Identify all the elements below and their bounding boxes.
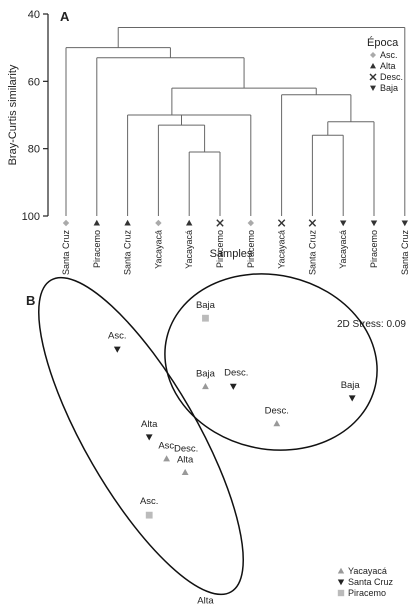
leaf-marker [124, 219, 131, 226]
dendrogram-panel: A 40 60 80 100 Bray-Curtis similarity Santa… [7, 9, 410, 275]
y-tick-label: 40 [28, 9, 40, 21]
nmds-point [145, 511, 153, 519]
legend-label: Desc. [380, 72, 403, 82]
nmds-legend-marker [337, 579, 345, 586]
leaf-label: Yacayacá [184, 230, 194, 269]
nmds-point-label: Alta [197, 596, 214, 607]
leaf-label: Piracemo [369, 230, 379, 268]
nmds-point-label: Desc. [265, 406, 289, 417]
nmds-point-label: Asc. [108, 330, 126, 341]
dendrogram-y-axis-title: Bray-Curtis similarity [7, 64, 19, 165]
nmds-legend-marker [337, 567, 345, 574]
leaf-label: Santa Cruz [61, 230, 71, 276]
group-ellipse-right [164, 273, 378, 451]
panel-label-b: B [26, 293, 35, 308]
leaf-marker [186, 219, 193, 226]
nmds-point [348, 395, 356, 402]
nmds-point [181, 468, 189, 475]
nmds-legend-label: Yacayacá [348, 566, 387, 576]
legend-marker [370, 63, 376, 69]
legend-marker [370, 85, 376, 91]
leaf-label: Santa Cruz [400, 230, 410, 276]
dendrogram-tree [65, 26, 406, 216]
dendrogram-x-axis-title: Samples [210, 248, 253, 260]
dendrogram-y-axis: 40 60 80 100 [22, 9, 49, 223]
nmds-point [202, 383, 209, 390]
nmds-point [145, 434, 153, 441]
nmds-point-label: Baja [341, 380, 361, 391]
leaf-marker [277, 219, 286, 227]
leaf-marker [401, 220, 408, 227]
nmds-point-label: Alta [177, 454, 194, 465]
nmds-point-label: Alta [141, 419, 158, 430]
leaf-label: Yacayacá [153, 230, 163, 269]
nmds-point-label: Baja [196, 368, 216, 379]
group-ellipses [38, 273, 378, 596]
nmds-point-label: Asc. [158, 441, 176, 452]
leaf-marker [62, 219, 70, 227]
group-ellipse-left [38, 276, 244, 596]
leaf-label: Santa Cruz [123, 230, 133, 276]
leaf-marker [216, 219, 224, 227]
leaf-marker [93, 219, 100, 226]
nmds-legend-label: Santa Cruz [348, 577, 394, 587]
legend-marker [369, 73, 377, 81]
stress-value: 2D Stress: 0.09 [337, 319, 406, 330]
y-tick-label: 80 [28, 144, 40, 156]
nmds-point-label: Desc. [174, 443, 198, 454]
leaf-label: Yacayacá [277, 230, 287, 269]
nmds-point [229, 383, 237, 390]
nmds-point [163, 455, 170, 462]
leaf-marker [340, 220, 347, 227]
leaf-label: Piracemo [92, 230, 102, 268]
leaf-marker [155, 219, 162, 227]
leaf-label: Piracemo [246, 230, 256, 268]
leaf-marker [247, 219, 254, 227]
nmds-legend-label: Piracemo [348, 588, 386, 598]
leaf-label: Santa Cruz [307, 230, 317, 276]
nmds-point-label: Asc. [140, 496, 158, 507]
nmds-panel: B 2D Stress: 0.09 Baja Asc. Baja Desc. Baja D… [26, 273, 406, 607]
nmds-point [273, 420, 281, 427]
leaf-label: Piracemo [215, 230, 225, 268]
legend-label: Baja [380, 83, 398, 93]
legend-label: Alta [380, 61, 396, 71]
legend-marker [370, 52, 376, 58]
leaf-marker [308, 219, 317, 227]
nmds-point-label: Baja [196, 300, 216, 311]
dendrogram-leaves: Santa Cruz Piracemo Santa Cruz Yacayacá Yaca… [61, 219, 410, 276]
y-tick-label: 60 [28, 76, 40, 88]
nmds-point [202, 314, 209, 322]
y-tick-label: 100 [22, 211, 40, 223]
panel-label-a: A [60, 9, 70, 24]
leaf-marker [370, 220, 378, 227]
nmds-point-label: Desc. [224, 367, 248, 378]
legend-title: Época [367, 36, 399, 49]
leaf-label: Yacayacá [338, 230, 348, 269]
nmds-point [113, 346, 121, 353]
legend-label: Asc. [380, 50, 398, 60]
nmds-legend-marker [337, 589, 345, 597]
